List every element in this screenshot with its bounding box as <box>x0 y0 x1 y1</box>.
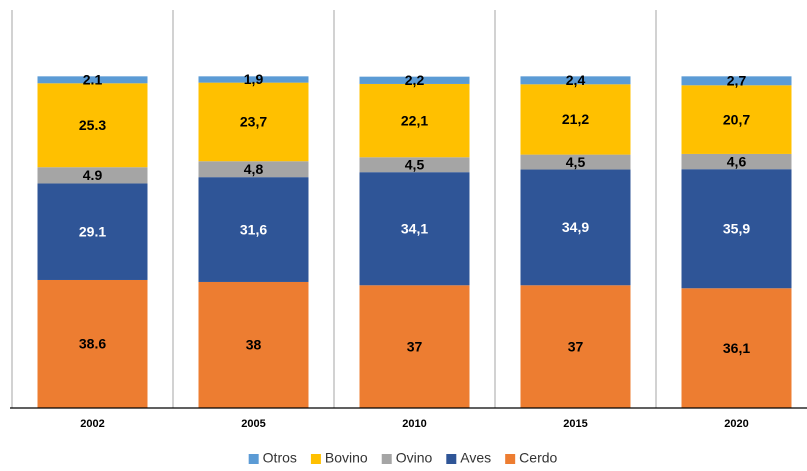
bar-segment <box>681 153 792 170</box>
bar-segment <box>359 157 470 173</box>
legend-label: Bovino <box>325 450 368 466</box>
data-label: 34,1 <box>401 220 428 236</box>
bar-segment <box>37 183 148 280</box>
data-label: 35,9 <box>723 220 750 236</box>
data-label: 34,9 <box>562 219 589 235</box>
x-tick-label: 2015 <box>563 418 587 430</box>
data-label: 29.1 <box>79 223 106 239</box>
data-label: 4,5 <box>566 154 586 170</box>
bar-segment <box>37 279 148 408</box>
data-label: 2,2 <box>405 72 425 88</box>
data-label: 25.3 <box>79 117 106 133</box>
bar-segment <box>37 83 148 168</box>
data-label: 37 <box>407 338 423 354</box>
legend-swatch <box>310 454 321 464</box>
bar-segment <box>359 83 470 158</box>
bar-segment <box>520 76 631 85</box>
bar-segment <box>681 288 792 408</box>
data-label: 21,2 <box>562 111 589 127</box>
legend-label: Ovino <box>396 450 433 466</box>
data-label: 23,7 <box>240 114 267 130</box>
bar-segment <box>359 172 470 286</box>
legend-swatch <box>446 454 457 464</box>
legend-label: Cerdo <box>519 450 557 466</box>
x-tick-label: 2005 <box>241 418 265 430</box>
data-label: 4,8 <box>244 161 264 177</box>
bar-segment <box>520 169 631 286</box>
x-tick-label: 2010 <box>402 418 426 430</box>
bar-segment <box>359 285 470 408</box>
legend-label: Otros <box>263 450 297 466</box>
bar-segment <box>520 154 631 170</box>
bar-segment <box>37 167 148 184</box>
data-label: 22,1 <box>401 112 428 128</box>
bar-segment <box>37 76 148 84</box>
bar-segment <box>198 76 309 83</box>
bar-segment <box>520 84 631 155</box>
data-label: 2,4 <box>566 72 586 88</box>
legend-swatch <box>248 454 259 464</box>
bar-segment <box>681 85 792 154</box>
data-label: 4.9 <box>83 167 103 183</box>
bar-segment <box>681 76 792 86</box>
bar-segment <box>359 76 470 84</box>
data-label: 2.1 <box>83 72 103 88</box>
data-label: 2,7 <box>727 73 747 89</box>
data-label: 20,7 <box>723 111 750 127</box>
data-label: 4,6 <box>727 153 747 169</box>
x-tick-label: 2002 <box>80 418 104 430</box>
data-label: 38 <box>246 337 262 353</box>
bar-segment <box>198 177 309 282</box>
legend-swatch <box>505 454 516 464</box>
data-label: 36,1 <box>723 340 750 356</box>
data-label: 1,9 <box>244 71 264 87</box>
bar-segment <box>681 169 792 289</box>
bar-segment <box>198 161 309 178</box>
legend-swatch <box>381 454 392 464</box>
data-label: 38.6 <box>79 336 106 352</box>
data-label: 37 <box>568 338 584 354</box>
data-label: 4,5 <box>405 156 425 172</box>
x-tick-label: 2020 <box>724 418 748 430</box>
bar-segment <box>198 82 309 162</box>
legend-label: Aves <box>460 450 491 466</box>
data-label: 31,6 <box>240 221 267 237</box>
bar-segment <box>520 285 631 408</box>
bar-segment <box>198 281 309 408</box>
